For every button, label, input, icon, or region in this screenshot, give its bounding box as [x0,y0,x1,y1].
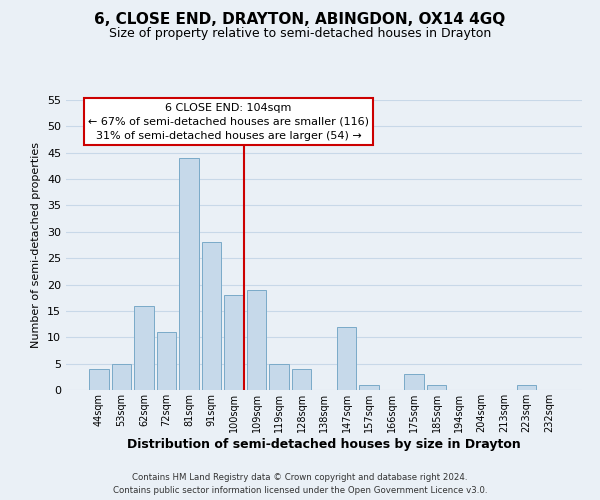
Bar [179,158,199,390]
Bar [427,384,446,390]
Text: 6 CLOSE END: 104sqm
← 67% of semi-detached houses are smaller (116)
31% of semi-: 6 CLOSE END: 104sqm ← 67% of semi-detach… [88,103,369,141]
X-axis label: Distribution of semi-detached houses by size in Drayton: Distribution of semi-detached houses by … [127,438,521,450]
Bar [269,364,289,390]
Bar [89,369,109,390]
Bar [292,369,311,390]
Bar [224,295,244,390]
Text: Contains HM Land Registry data © Crown copyright and database right 2024.
Contai: Contains HM Land Registry data © Crown c… [113,474,487,495]
Bar [517,384,536,390]
Bar [112,364,131,390]
Y-axis label: Number of semi-detached properties: Number of semi-detached properties [31,142,41,348]
Bar [202,242,221,390]
Bar [134,306,154,390]
Bar [404,374,424,390]
Text: Size of property relative to semi-detached houses in Drayton: Size of property relative to semi-detach… [109,28,491,40]
Bar [359,384,379,390]
Bar [157,332,176,390]
Text: 6, CLOSE END, DRAYTON, ABINGDON, OX14 4GQ: 6, CLOSE END, DRAYTON, ABINGDON, OX14 4G… [94,12,506,28]
Bar [337,326,356,390]
Bar [247,290,266,390]
